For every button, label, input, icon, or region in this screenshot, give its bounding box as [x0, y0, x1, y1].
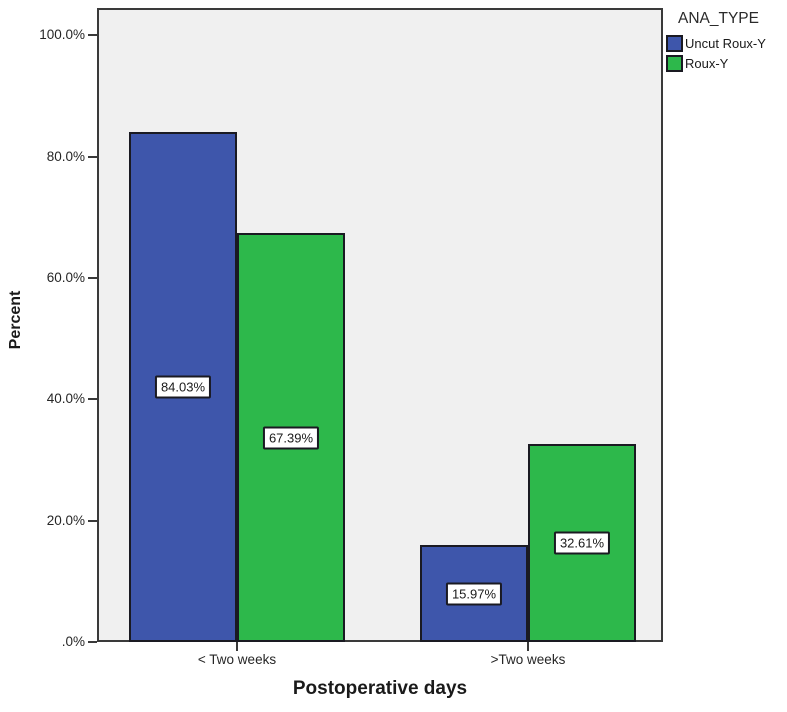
bar-value-label: 32.61%	[553, 531, 611, 555]
y-tick-label: 40.0%	[46, 391, 85, 407]
x-tick-mark	[236, 642, 238, 651]
legend-item-label: Uncut Roux-Y	[685, 36, 766, 51]
x-tick-mark	[527, 642, 529, 651]
y-tick-mark	[88, 34, 97, 37]
legend-swatch-roux-y	[666, 55, 683, 72]
y-tick-mark	[88, 519, 97, 522]
y-tick-mark	[88, 641, 97, 643]
legend-swatch-uncut-roux-y	[666, 35, 683, 52]
y-tick-label: .0%	[61, 634, 85, 649]
bar-value-label: 15.97%	[445, 582, 503, 606]
x-axis-title: Postoperative days	[292, 678, 468, 699]
legend-title: ANA_TYPE	[678, 10, 759, 27]
bar-roux-y	[528, 444, 636, 642]
legend-items: Uncut Roux-Y Roux-Y	[666, 35, 787, 72]
bar-value-label: 84.03%	[154, 375, 212, 399]
x-tick-label: >Two weeks	[490, 652, 566, 667]
y-tick-label: 80.0%	[46, 148, 85, 164]
legend-item: Roux-Y	[666, 55, 787, 72]
y-tick-mark	[88, 398, 97, 401]
y-tick-mark	[88, 276, 97, 279]
legend-item: Uncut Roux-Y	[666, 35, 787, 52]
legend: ANA_TYPE Uncut Roux-Y Roux-Y	[666, 10, 787, 75]
y-tick-label: 20.0%	[46, 512, 85, 528]
legend-item-label: Roux-Y	[685, 56, 729, 71]
y-tick-label: 100.0%	[39, 27, 85, 43]
x-tick-label: < Two weeks	[197, 652, 277, 667]
y-tick-label: 60.0%	[46, 269, 85, 285]
y-axis-title: Percent	[7, 290, 24, 350]
y-tick-mark	[88, 155, 97, 158]
bar-value-label: 67.39%	[262, 426, 320, 450]
